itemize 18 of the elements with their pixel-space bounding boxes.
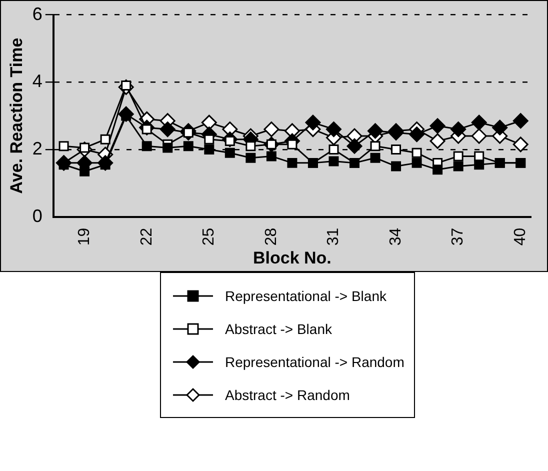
legend-label: Representational -> Random [225, 354, 404, 370]
y-tick-label: 4 [32, 71, 42, 92]
legend-label: Abstract -> Blank [225, 320, 332, 336]
x-tick-label: 28 [262, 228, 280, 246]
x-tick-label: 19 [76, 228, 93, 246]
y-tick-label: 2 [32, 138, 42, 158]
x-tick-label: 34 [387, 228, 404, 246]
x-tick-label: 37 [450, 228, 467, 246]
legend-label: Representational -> Blank [225, 288, 386, 304]
x-tick-label: 31 [325, 228, 342, 246]
x-tick-label: 22 [138, 228, 156, 246]
y-tick-label: 6 [32, 4, 42, 24]
legend-label: Abstract -> Random [225, 386, 350, 402]
y-axis-title: Ave. Reaction Time [6, 38, 26, 194]
y-tick-label: 0 [32, 206, 42, 226]
x-axis-title: Block No. [253, 248, 332, 268]
x-tick-label: 25 [200, 228, 218, 246]
x-tick-label: 40 [512, 228, 530, 246]
